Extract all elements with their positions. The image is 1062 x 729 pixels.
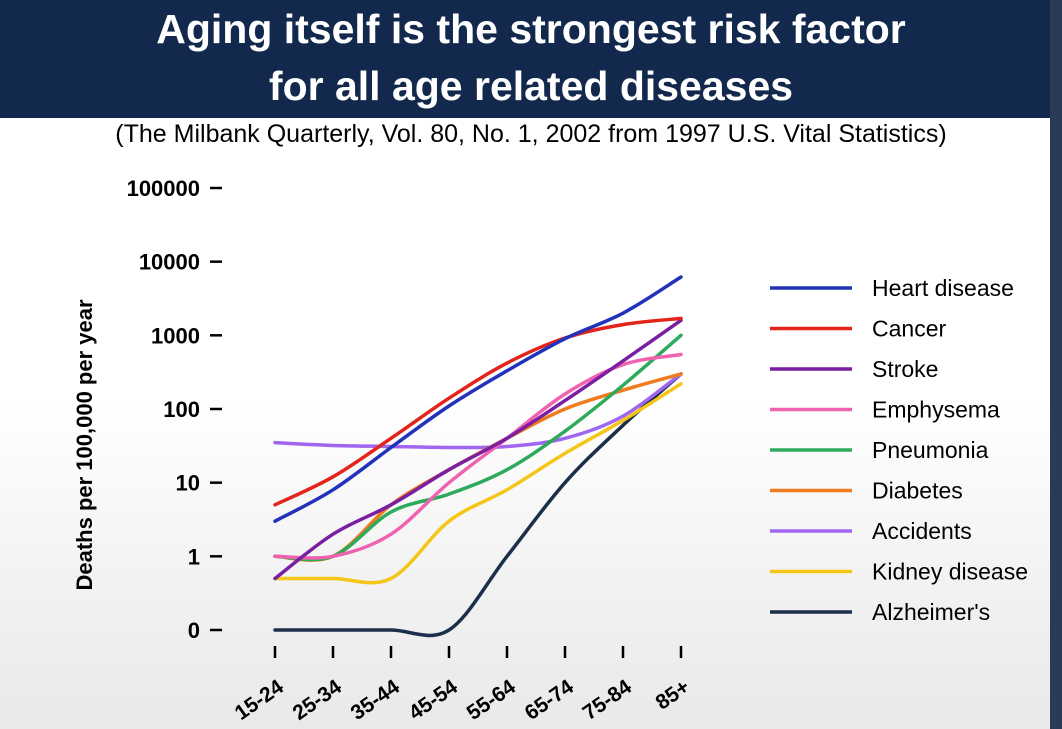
y-tick-label: 10000 [139, 250, 200, 275]
y-tick-label: 0 [188, 618, 200, 643]
series-line-kidney-disease [273, 382, 683, 585]
series-line-emphysema [273, 352, 683, 560]
legend-label-kidney-disease: Kidney disease [872, 559, 1028, 585]
series-line-stroke [273, 318, 683, 581]
x-tick-label: 25-34 [289, 675, 346, 725]
legend-label-diabetes: Diabetes [872, 478, 963, 504]
series-line-pneumonia [273, 333, 683, 562]
title-line-1: Aging itself is the strongest risk facto… [156, 6, 906, 52]
x-tick-label: 15-24 [231, 675, 288, 725]
legend-label-pneumonia: Pneumonia [872, 437, 989, 463]
legend-label-emphysema: Emphysema [872, 397, 1000, 423]
title-line-2: for all age related diseases [268, 63, 794, 109]
legend-label-cancer: Cancer [872, 316, 946, 342]
series-line-accidents [273, 372, 683, 450]
legend-label-stroke: Stroke [872, 356, 938, 382]
x-tick-label: 75-84 [579, 675, 636, 725]
slide-edge [1050, 0, 1062, 729]
x-tick-label: 85+ [651, 675, 693, 714]
x-tick-label: 55-64 [463, 675, 520, 725]
y-tick-label: 100000 [127, 176, 200, 201]
y-tick-label: 1 [188, 544, 200, 569]
series-line-alzheimer-s [273, 372, 683, 638]
x-tick-label: 65-74 [521, 675, 578, 725]
series-line-cancer [273, 316, 683, 507]
series-line-heart-disease [273, 275, 683, 523]
x-tick-label: 35-44 [347, 675, 404, 725]
subtitle: (The Milbank Quarterly, Vol. 80, No. 1, … [115, 120, 947, 148]
x-tick-label: 45-54 [405, 675, 462, 725]
y-axis-label: Deaths per 100,000 per year [72, 299, 97, 591]
title-bar: Aging itself is the strongest risk facto… [0, 0, 1062, 118]
y-tick-label: 100 [163, 397, 200, 422]
y-tick-label: 1000 [151, 323, 200, 348]
legend-label-accidents: Accidents [872, 518, 972, 544]
legend-label-heart-disease: Heart disease [872, 275, 1014, 301]
y-tick-label: 10 [176, 471, 200, 496]
legend-label-alzheimer-s: Alzheimer's [872, 599, 990, 625]
